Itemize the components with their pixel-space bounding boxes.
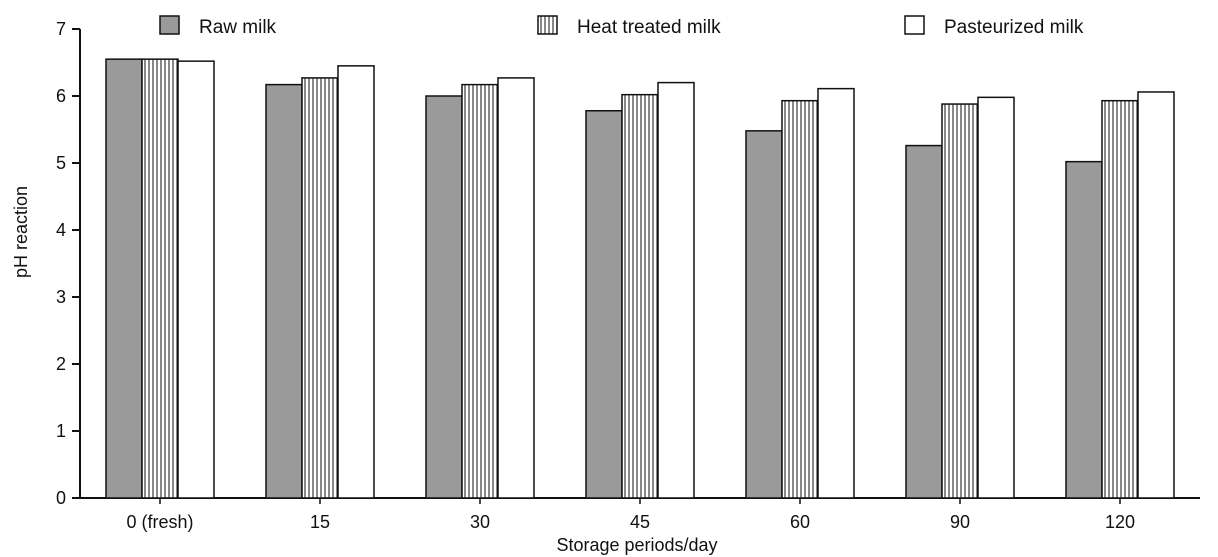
bar-pasteurized-milk — [1137, 91, 1175, 499]
x-tick-label: 15 — [310, 512, 330, 532]
y-tick-label: 0 — [56, 488, 66, 508]
bars-group — [105, 58, 1175, 499]
bar-heat-treated-milk — [781, 99, 819, 499]
y-tick-label: 1 — [56, 421, 66, 441]
x-tick-label: 90 — [950, 512, 970, 532]
bar-heat-treated-milk — [621, 93, 659, 499]
legend-swatch-raw-milk — [159, 15, 180, 35]
bar-raw-milk — [905, 144, 943, 499]
bar-heat-treated-milk — [461, 83, 499, 499]
bar-heat-treated-milk — [141, 58, 179, 499]
legend-swatch-heat-treated-milk — [537, 15, 558, 35]
bar-raw-milk — [745, 130, 783, 499]
bar-raw-milk — [585, 109, 623, 499]
bar-pasteurized-milk — [817, 87, 855, 499]
y-axis: 0 1 2 3 4 5 6 7 — [56, 19, 81, 508]
x-tick-label: 30 — [470, 512, 490, 532]
legend-label: Pasteurized milk — [944, 17, 1084, 38]
bar-raw-milk — [265, 83, 303, 499]
legend-swatch-pasteurized-milk — [904, 15, 925, 35]
bar-heat-treated-milk — [941, 103, 979, 499]
y-tick-label: 4 — [56, 220, 66, 240]
bar-heat-treated-milk — [301, 77, 339, 499]
bar-pasteurized-milk — [177, 60, 215, 499]
bar-pasteurized-milk — [337, 65, 375, 499]
x-tick-label: 120 — [1105, 512, 1135, 532]
y-axis-title: pH reaction — [11, 186, 31, 278]
x-tick-label: 0 (fresh) — [126, 512, 193, 532]
legend-label: Heat treated milk — [577, 17, 721, 38]
x-axis-title: Storage periods/day — [556, 535, 717, 555]
x-tick-label: 60 — [790, 512, 810, 532]
y-tick-label: 5 — [56, 153, 66, 173]
bar-pasteurized-milk — [497, 77, 535, 499]
legend: Raw milk Heat treated milk Pasteurized mil… — [159, 15, 1084, 38]
bar-pasteurized-milk — [657, 81, 695, 499]
legend-label: Raw milk — [199, 17, 277, 38]
bar-raw-milk — [1065, 160, 1103, 499]
x-tick-label: 45 — [630, 512, 650, 532]
y-tick-label: 6 — [56, 86, 66, 106]
bar-heat-treated-milk — [1101, 99, 1139, 499]
y-tick-label: 7 — [56, 19, 66, 39]
bar-raw-milk — [425, 95, 463, 499]
y-tick-label: 2 — [56, 354, 66, 374]
bar-pasteurized-milk — [977, 96, 1015, 499]
bar-raw-milk — [105, 58, 143, 499]
x-axis: 0 (fresh) 15 30 45 60 90 120 — [80, 497, 1200, 532]
y-tick-label: 3 — [56, 287, 66, 307]
